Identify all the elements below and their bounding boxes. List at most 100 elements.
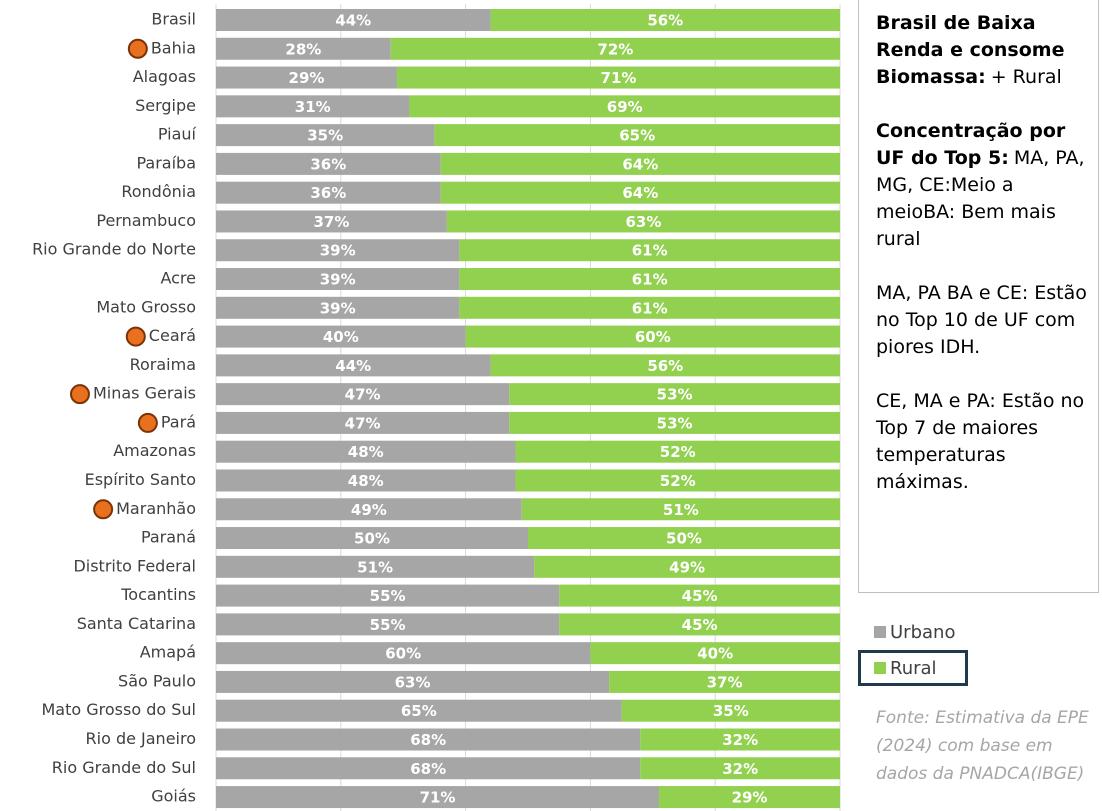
value-label: 63% [395, 673, 431, 691]
bar-segment [534, 555, 840, 578]
bar-segment [216, 325, 466, 348]
bar-segment [216, 786, 660, 809]
bar-segment [216, 66, 397, 89]
category-label: Mato Grosso do Sul [42, 700, 197, 719]
legend-item: Urbano [858, 614, 968, 650]
bar-segment [216, 296, 460, 319]
bar-segment [216, 440, 516, 463]
value-label: 69% [607, 98, 643, 116]
bar-segment [216, 411, 510, 434]
value-label: 35% [713, 702, 749, 720]
bar-segment [521, 498, 840, 521]
bar-segment [640, 728, 840, 751]
note-line: Meio a meio [876, 174, 1014, 223]
bar-segment [216, 469, 516, 492]
bar-segment [216, 555, 535, 578]
bar-segment [216, 498, 522, 521]
bar-segment [216, 37, 391, 60]
category-label: Paraíba [136, 153, 196, 172]
bar-segment [216, 728, 641, 751]
category-label: São Paulo [118, 671, 196, 690]
category-label: Amazonas [113, 441, 196, 460]
category-label: Sergipe [135, 96, 196, 115]
bar-segment [559, 584, 840, 607]
value-label: 45% [682, 616, 718, 634]
value-label: 61% [632, 299, 668, 317]
bar-segment [440, 181, 840, 204]
note-paragraph: CE, MA e PA: Estão no Top 7 de maiores t… [876, 388, 1098, 496]
value-label: 39% [320, 299, 356, 317]
highlight-marker [137, 412, 158, 433]
bar-segment [559, 613, 840, 636]
value-label: 39% [320, 271, 356, 289]
value-label: 36% [310, 155, 346, 173]
value-label: 35% [307, 127, 343, 145]
value-label: 48% [348, 472, 384, 490]
bar-segment [216, 210, 447, 233]
bar-segment [659, 786, 840, 809]
bar-segment [509, 383, 840, 406]
note-line: CE, MA e PA: Estão no Top 7 de maiores t… [876, 390, 1085, 493]
value-label: 39% [320, 242, 356, 260]
bar-segment [216, 757, 641, 780]
category-label: Paraná [141, 528, 196, 547]
note-line: MA, PA, MG, CE: [876, 147, 1085, 196]
bar-segment [409, 95, 840, 118]
bar-segment [515, 440, 840, 463]
value-label: 68% [410, 731, 446, 749]
value-label: 51% [357, 558, 393, 576]
legend: Urbano Rural [858, 614, 968, 686]
note-paragraph: Concentração por UF do Top 5: MA, PA, MG,… [876, 118, 1098, 253]
category-label: Maranhão [116, 499, 196, 518]
category-label: Roraima [130, 355, 196, 374]
value-label: 50% [666, 530, 702, 548]
bar-segment [459, 268, 840, 291]
note-paragraph: MA, PA BA e CE: Estão no Top 10 de UF co… [876, 280, 1098, 361]
value-label: 60% [635, 328, 671, 346]
bar-segment [216, 584, 560, 607]
bar-segment [216, 383, 510, 406]
legend-label: Urbano [890, 621, 956, 643]
bar-segment [216, 181, 441, 204]
value-label: 61% [632, 242, 668, 260]
bar-segment [640, 757, 840, 780]
category-label: Rio Grande do Sul [52, 758, 196, 777]
value-label: 47% [345, 386, 381, 404]
bar-segment [515, 469, 840, 492]
bar-segment [446, 210, 840, 233]
highlight-marker [125, 326, 146, 347]
bar-segment [216, 527, 528, 550]
value-label: 52% [660, 443, 696, 461]
value-label: 36% [310, 184, 346, 202]
value-label: 56% [647, 357, 683, 375]
bar-segment [390, 37, 840, 60]
value-label: 44% [335, 357, 371, 375]
value-label: 53% [657, 414, 693, 432]
notes-box: Brasil de Baixa Renda e consome Biomassa… [858, 0, 1099, 593]
value-label: 64% [622, 184, 658, 202]
category-label: Minas Gerais [93, 384, 196, 403]
bar-segment [216, 9, 491, 31]
category-label: Amapá [140, 643, 196, 662]
category-label: Brasil [151, 10, 196, 29]
chart: Brasil 44% 56% Bahia 28% 72% Alagoas 29% 71% Serg… [32, 4, 841, 811]
legend-item: Rural [858, 650, 968, 686]
value-label: 55% [370, 587, 406, 605]
value-label: 32% [722, 731, 758, 749]
bar-segment [465, 325, 840, 348]
highlight-marker [93, 499, 114, 520]
category-label: Pará [161, 412, 196, 431]
bar-segment [590, 642, 840, 665]
value-label: 44% [335, 12, 371, 30]
highlight-marker [127, 38, 148, 59]
category-label: Espírito Santo [85, 470, 196, 489]
value-label: 40% [697, 645, 733, 663]
category-label: Santa Catarina [77, 614, 196, 633]
value-label: 53% [657, 386, 693, 404]
value-label: 49% [351, 501, 387, 519]
note-heading: Brasil de Baixa Renda e consome Biomassa… [876, 12, 1065, 88]
value-label: 29% [732, 789, 768, 807]
value-label: 48% [348, 443, 384, 461]
category-label: Rondônia [121, 182, 196, 201]
